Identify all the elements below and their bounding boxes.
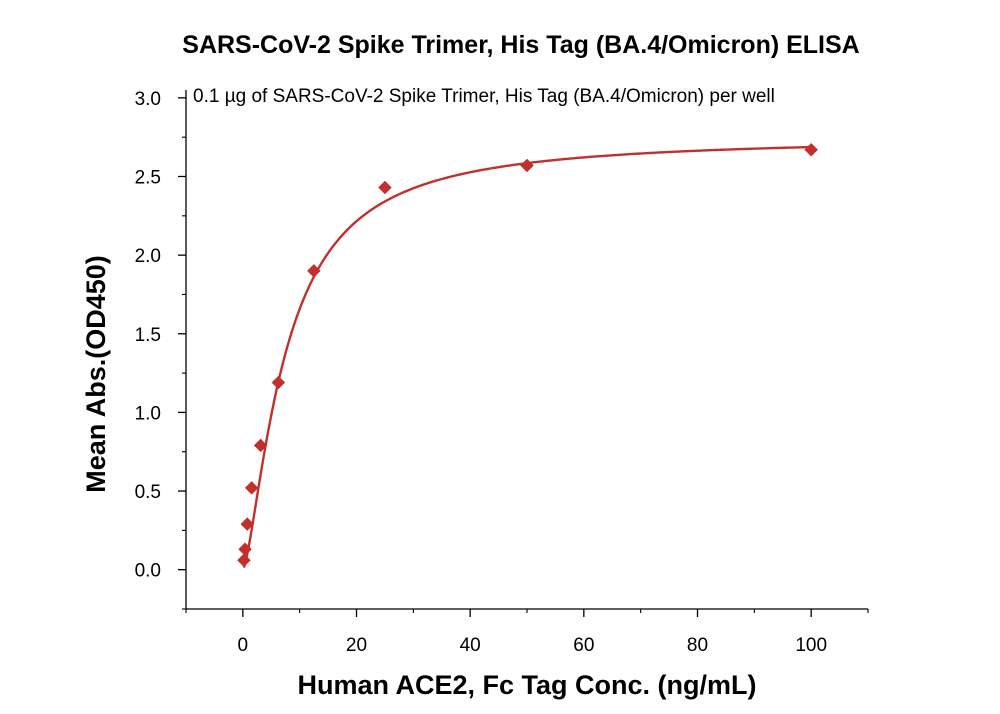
y-tick-label: 2.0 [135, 246, 161, 267]
chart-title: SARS-CoV-2 Spike Trimer, His Tag (BA.4/O… [182, 31, 859, 59]
data-point [240, 517, 255, 531]
y-tick-label: 0.5 [135, 482, 161, 503]
x-tick-label: 20 [346, 635, 367, 656]
x-tick-label: 100 [795, 635, 827, 656]
fit-curve [242, 145, 812, 569]
data-point [271, 375, 286, 390]
x-axis-label: Human ACE2, Fc Tag Conc. (ng/mL) [297, 670, 756, 700]
plot-axes: 0.0 0.5 1.0 1.5 2.0 2.5 3.0 0 20 40 60 80 100 [135, 89, 869, 656]
fit-curve-group [242, 145, 812, 569]
data-point [378, 180, 392, 195]
data-point [253, 438, 268, 453]
data-point [244, 481, 259, 495]
y-axis-label: Mean Abs.(OD450) [81, 255, 111, 493]
chart-subtitle: 0.1 µg of SARS-CoV-2 Spike Trimer, His T… [193, 86, 775, 107]
data-point [238, 542, 252, 557]
x-tick-label: 0 [238, 635, 249, 656]
y-tick-label: 0.0 [135, 561, 161, 582]
data-point [307, 264, 321, 278]
y-tick-label: 1.0 [135, 403, 161, 424]
x-tick-label: 80 [687, 635, 708, 656]
data-point [237, 553, 251, 568]
x-tick-label: 40 [460, 635, 481, 656]
data-point [804, 142, 819, 157]
data-points-group [237, 142, 819, 568]
y-tick-label: 2.5 [135, 168, 161, 189]
data-point [520, 158, 534, 173]
x-tick-label: 60 [573, 635, 594, 656]
y-tick-label: 3.0 [135, 89, 161, 110]
y-tick-label: 1.5 [135, 325, 161, 346]
